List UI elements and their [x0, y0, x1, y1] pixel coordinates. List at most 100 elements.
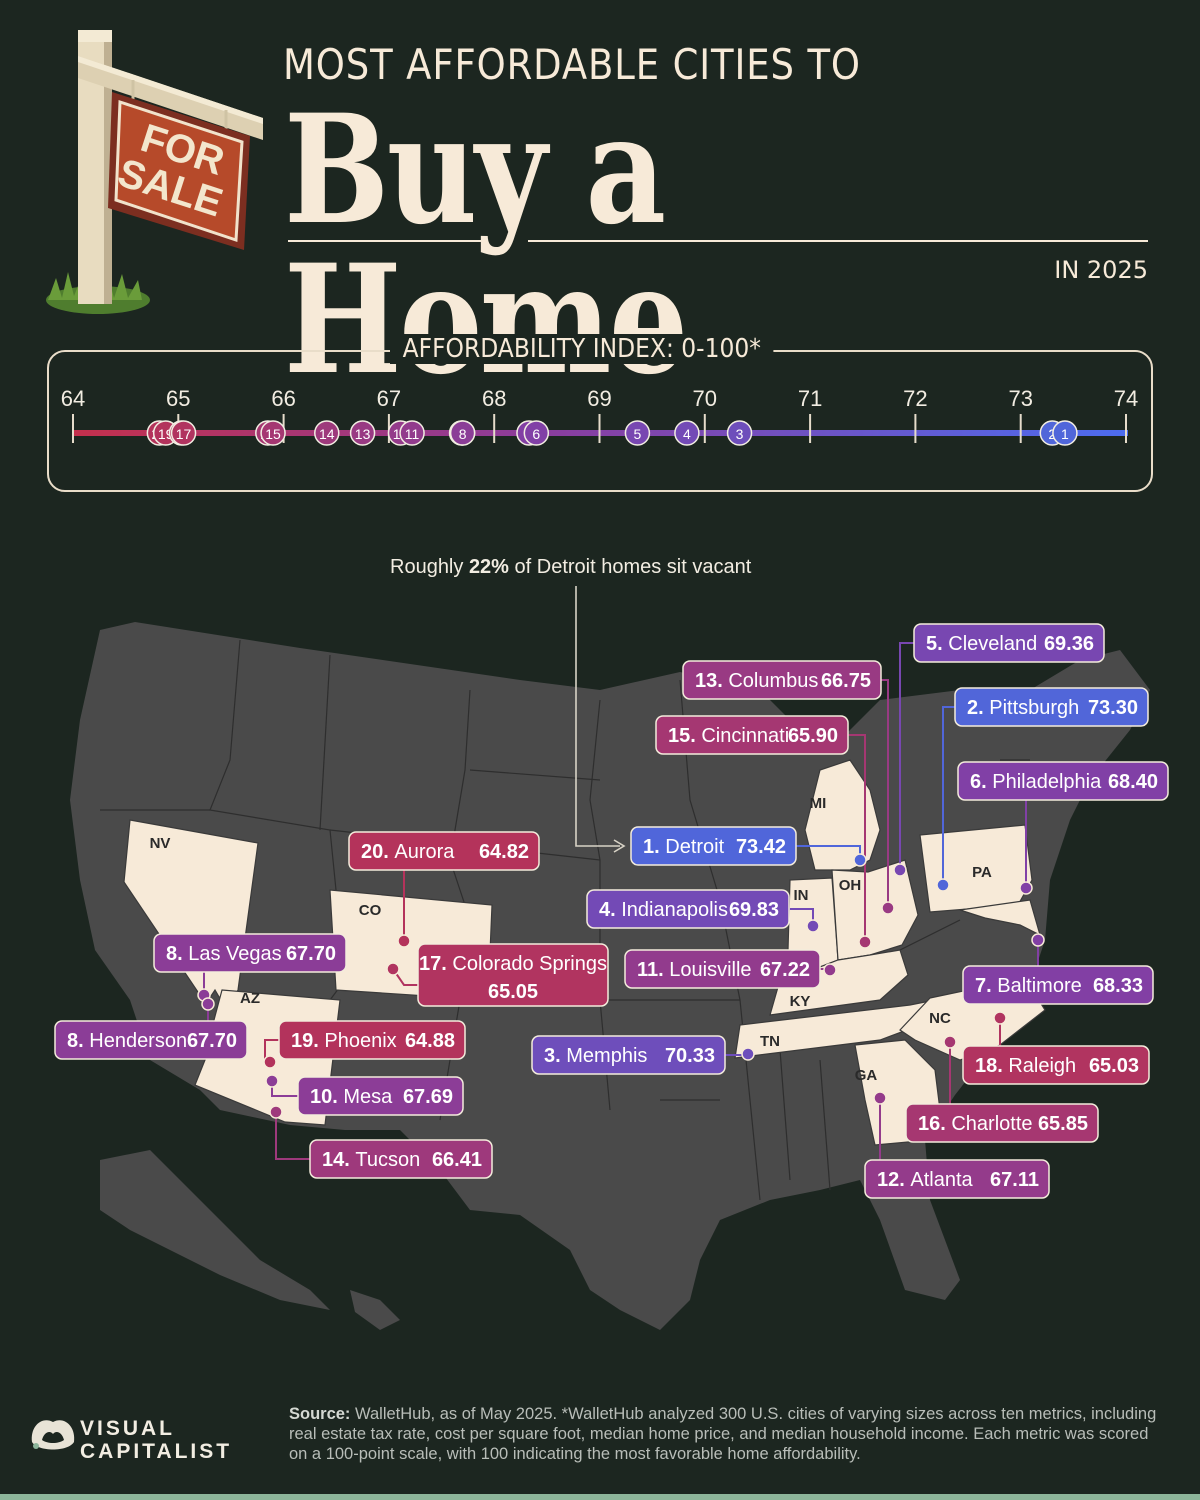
state-label-tn: TN	[760, 1033, 780, 1050]
leader-pittsburgh	[942, 706, 955, 885]
city-label-value: 67.22	[760, 959, 810, 981]
detroit-annotation: Roughly 22% of Detroit homes sit vacant	[390, 556, 751, 579]
city-label-charlotte: 16. Charlotte 65.85	[905, 1103, 1099, 1143]
city-label-value: 69.36	[1044, 633, 1094, 655]
city-label-value: 68.33	[1093, 975, 1143, 997]
city-label-name: 4. Indianapolis	[599, 899, 728, 921]
city-label-name: 7. Baltimore	[975, 975, 1082, 997]
state-label-az: AZ	[240, 990, 260, 1007]
city-label-value: 67.69	[403, 1086, 453, 1108]
city-label-value: 66.75	[821, 670, 871, 692]
city-label-name: 1. Detroit	[643, 836, 725, 858]
scale-tick-label: 74	[1114, 386, 1138, 411]
city-label-name: 15. Cincinnati	[668, 725, 789, 747]
city-label-name: 12. Atlanta	[877, 1169, 974, 1191]
annotation-suffix: of Detroit homes sit vacant	[508, 556, 752, 578]
state-label-ga: GA	[855, 1067, 878, 1084]
city-label-phoenix: 19. Phoenix 64.88	[278, 1020, 466, 1060]
scale-point-label: 4	[683, 426, 691, 442]
map-dot-charlotte	[943, 1035, 957, 1049]
map-dot-cleveland	[893, 863, 907, 877]
map-dots	[197, 853, 1045, 1119]
city-label-indianapolis: 4. Indianapolis 69.83	[586, 889, 790, 929]
state-label-mi: MI	[810, 795, 827, 812]
scale-point-label: 15	[265, 426, 281, 442]
state-label-ky: KY	[790, 993, 811, 1010]
city-label-colorado-springs: 17. Colorado Springs 65.05	[417, 943, 609, 1007]
scale-tick-label: 68	[482, 386, 506, 411]
city-label-tucson: 14. Tucson 66.41	[309, 1139, 493, 1179]
city-label-raleigh: 18. Raleigh 65.03	[962, 1045, 1150, 1085]
map-dot-colorado-springs	[386, 962, 400, 976]
city-label-value: 67.70	[187, 1030, 237, 1052]
scale-point-label: 5	[634, 426, 642, 442]
page-title: Buy a Home	[284, 82, 688, 408]
map-dot-pittsburgh	[936, 878, 950, 892]
scale-point-memphis: 3	[726, 420, 753, 446]
title-top: MOST AFFORDABLE CITIES TO	[283, 40, 861, 89]
city-labels: 5. Cleveland 69.36 13. Columbus 66.75 2. Pit…	[54, 623, 1169, 1199]
city-label-name: 20. Aurora	[361, 841, 455, 863]
city-label-mesa: 10. Mesa 67.69	[297, 1076, 464, 1116]
scale-point-label: 11	[405, 426, 420, 442]
city-label-value: 65.85	[1038, 1113, 1088, 1135]
map-dot-tucson	[269, 1105, 283, 1119]
map-dot-louisville	[823, 963, 837, 977]
city-label-name: 2. Pittsburgh	[967, 697, 1079, 719]
brand-line-1: VISUAL	[80, 1417, 176, 1440]
scale-point-henderson: 8	[449, 420, 476, 446]
city-label-value: 68.40	[1108, 771, 1158, 793]
leader-cleveland	[899, 642, 914, 870]
map-dot-baltimore	[1031, 933, 1045, 947]
city-label-value: 66.41	[432, 1149, 482, 1171]
scale-point-louisville: 11	[399, 420, 425, 446]
title-rule-left	[288, 240, 483, 242]
scale-point-colorado-springs: 17	[170, 420, 197, 446]
scale-title: AFFORDABILITY INDEX: 0-100*	[390, 334, 774, 364]
state-label-co: CO	[359, 902, 382, 919]
scale-tick-label: 66	[271, 386, 295, 411]
map-dot-philadelphia	[1019, 881, 1033, 895]
scale-point-detroit: 1	[1052, 420, 1078, 446]
city-label-atlanta: 12. Atlanta 67.11	[864, 1159, 1050, 1199]
state-label-nc: NC	[929, 1010, 951, 1027]
scale-tick-label: 69	[587, 386, 611, 411]
city-label-aurora: 20. Aurora 64.82	[348, 831, 540, 871]
map-dot-aurora	[397, 934, 411, 948]
city-label-value: 69.83	[729, 899, 779, 921]
scale-point-label: 14	[319, 426, 335, 442]
annotation-arrow-icon	[613, 839, 626, 853]
city-label-memphis: 3. Memphis 70.33	[531, 1035, 726, 1075]
map-dot-detroit	[853, 853, 867, 867]
scale-point-label: 13	[355, 426, 371, 442]
city-label-value: 65.03	[1089, 1055, 1139, 1077]
annotation-prefix: Roughly	[390, 556, 469, 578]
city-label-philadelphia: 6. Philadelphia 68.40	[957, 761, 1169, 801]
state-label-in: IN	[794, 887, 809, 904]
city-label-name: 16. Charlotte	[918, 1113, 1033, 1135]
city-label-las-vegas: 8. Las Vegas 67.70	[153, 933, 347, 973]
source-text: WalletHub, as of May 2025. *WalletHub an…	[289, 1405, 1157, 1463]
city-label-value: 64.82	[479, 841, 529, 863]
scale-point-columbus: 13	[349, 420, 376, 446]
city-label-name: 6. Philadelphia	[970, 771, 1102, 793]
brand-line-2: CAPITALIST	[80, 1440, 233, 1463]
scale-tick-label: 64	[61, 386, 85, 411]
map-dot-phoenix	[263, 1055, 277, 1069]
map-dot-memphis	[741, 1047, 755, 1061]
scale-point-philadelphia: 6	[523, 420, 550, 446]
source-label: Source:	[289, 1405, 351, 1423]
city-label-louisville: 11. Louisville 67.22	[624, 949, 821, 989]
city-label-value: 73.42	[736, 836, 786, 858]
scale-tick-label: 72	[903, 386, 927, 411]
scale-point-tucson: 14	[314, 420, 340, 446]
city-label-value: 70.33	[665, 1045, 715, 1067]
city-label-name: 3. Memphis	[544, 1045, 647, 1067]
city-label-value: 67.11	[990, 1169, 1039, 1191]
scale-point-label: 1	[1061, 426, 1069, 442]
for-sale-sign-icon: FOR SALE	[46, 30, 263, 314]
city-label-value: 65.05	[488, 981, 538, 1003]
